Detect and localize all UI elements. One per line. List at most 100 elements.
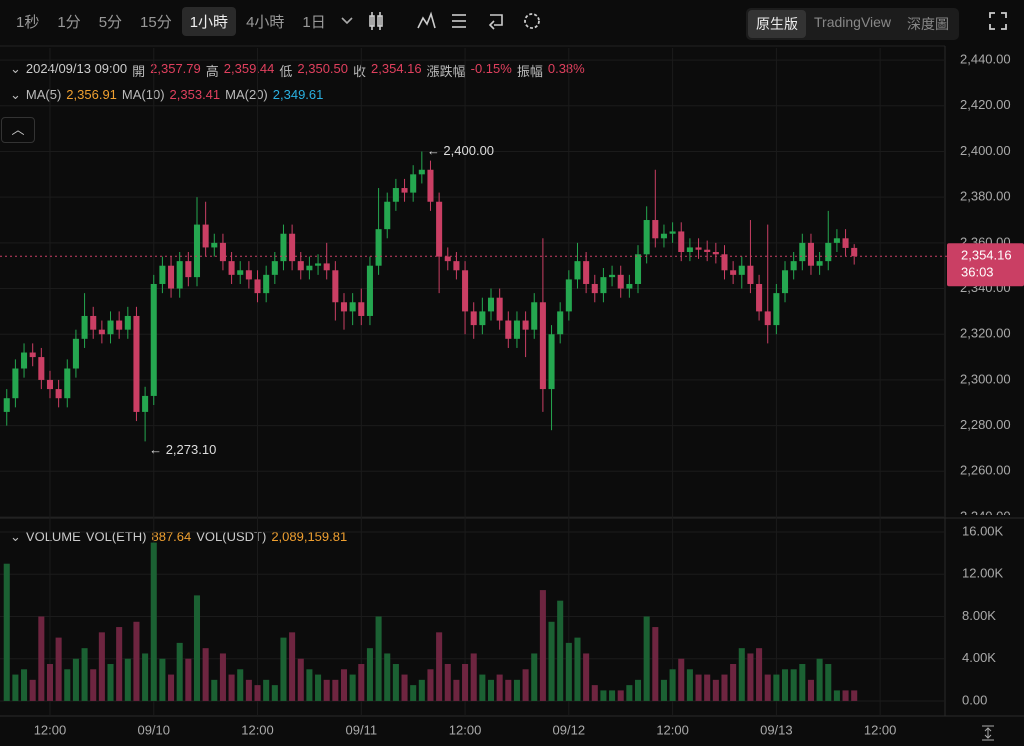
value: 2,089,159.81 (271, 529, 348, 544)
candle-body (142, 395, 149, 412)
candle-body (150, 283, 157, 396)
candle-body (816, 261, 823, 266)
candle-body (366, 265, 373, 316)
volume-bar (513, 679, 520, 701)
value: 2,353.41 (169, 87, 221, 102)
tab[interactable]: TradingView (814, 14, 892, 30)
candle-body (470, 311, 477, 326)
low-annotation: ← 2,273.10 (149, 442, 216, 457)
candle-body (29, 352, 36, 358)
label: 開 (132, 64, 146, 79)
collapse[interactable]: ⌄ (10, 61, 21, 76)
interval[interactable]: 1日 (302, 13, 326, 31)
y-tick-label: 16.00K (962, 523, 1004, 538)
candle-body (695, 247, 702, 250)
interval[interactable]: 1秒 (16, 13, 40, 31)
candle-body (686, 247, 693, 253)
volume-bar (202, 648, 209, 701)
volume-bar (721, 674, 728, 701)
candle-body (271, 261, 278, 275)
tab[interactable]: 原生版 (748, 10, 806, 38)
volume-bar (660, 679, 667, 701)
y-tick-label: 2,260.00 (960, 463, 1011, 478)
volume-bar (609, 690, 616, 701)
candle-body (643, 220, 650, 255)
price-tag-price: 2,354.16 (961, 248, 1012, 263)
settings-list-icon[interactable] (451, 14, 466, 28)
candle-body (98, 329, 105, 335)
volume-bar (704, 674, 711, 701)
candle-icon[interactable] (368, 12, 383, 30)
time: 2024/09/13 09:00 (25, 61, 128, 76)
candle-body (38, 357, 45, 380)
candle-body (522, 320, 529, 330)
volume-bar (280, 637, 287, 701)
candle-body (773, 293, 780, 326)
volume-bar (245, 679, 252, 701)
candle-body (12, 368, 19, 399)
interval[interactable]: 15分 (140, 13, 172, 31)
volume-bar (297, 658, 304, 701)
candle-body (626, 283, 633, 289)
volume-bar (358, 664, 365, 701)
value: 2,354.16 (371, 61, 422, 76)
label: 低 (279, 64, 293, 79)
interval[interactable]: 5分 (98, 13, 123, 31)
candle-body (557, 311, 564, 335)
label: 高 (205, 64, 219, 79)
volume-bar (781, 669, 789, 701)
candle-body (747, 265, 754, 284)
volume-bar (366, 648, 373, 701)
info-row: ⌄ 2024/09/13 09:00 開 2,357.79 高 2,359.44 低… (10, 61, 585, 80)
volume-bar (505, 679, 512, 701)
y-tick-label: 2,440.00 (960, 52, 1011, 67)
candle-body (211, 242, 218, 248)
tab[interactable]: 深度圖 (907, 16, 950, 32)
volume-bar (738, 648, 745, 701)
collapse[interactable]: ⌄ (10, 87, 21, 102)
volume-bar (470, 653, 477, 701)
candle-body (487, 297, 495, 312)
dropdown-icon[interactable] (341, 17, 353, 25)
volume-bar (271, 685, 278, 701)
candle-body (133, 315, 140, 412)
indicator-icon[interactable] (417, 11, 436, 29)
y-tick-label: 2,420.00 (960, 97, 1011, 112)
volume-bar (496, 674, 503, 701)
volume-bar (548, 621, 555, 701)
volume-bar (418, 679, 425, 701)
candle-body (46, 379, 54, 390)
interval[interactable]: 1分 (57, 13, 81, 31)
y-tick-label: 2,300.00 (960, 371, 1011, 386)
collapse-button[interactable]: ︿ (1, 117, 35, 143)
x-tick-label: 12:00 (449, 722, 482, 737)
interval[interactable]: 4小時 (246, 13, 285, 31)
x-tick-label: 12:00 (34, 722, 67, 737)
volume-bar (98, 632, 105, 701)
candle-body (401, 188, 408, 193)
axis-scale-icon[interactable] (982, 725, 994, 741)
candle-body (168, 265, 175, 289)
candle-body (55, 389, 62, 399)
candle-body (159, 265, 166, 284)
candle-body (496, 297, 503, 321)
candle-body (176, 261, 183, 289)
gear-icon[interactable] (523, 13, 540, 29)
y-tick-label: 2,320.00 (960, 326, 1011, 341)
volume-row: ⌄ VOLUME VOL(ETH) 887.64 VOL(USDT) 2,089,1… (10, 529, 347, 545)
toolbar: 1秒 1分 5分 15分 1小時 4小時 1日 原生版 TradingView … (0, 0, 1024, 42)
high-annotation: ← 2,400.00 (427, 143, 494, 158)
collapse[interactable]: ⌄ (10, 529, 21, 544)
candle-body (583, 261, 590, 284)
volume-bar (168, 674, 175, 701)
fullscreen-icon[interactable] (988, 11, 1008, 31)
volume-bar (55, 637, 62, 701)
candle-body (418, 169, 425, 175)
candle-body (280, 233, 287, 262)
candle-body (392, 188, 399, 202)
interval[interactable]: 1小時 (181, 6, 237, 36)
candle-body (738, 265, 745, 275)
replay-icon[interactable] (488, 14, 503, 30)
candle-body (323, 263, 330, 271)
